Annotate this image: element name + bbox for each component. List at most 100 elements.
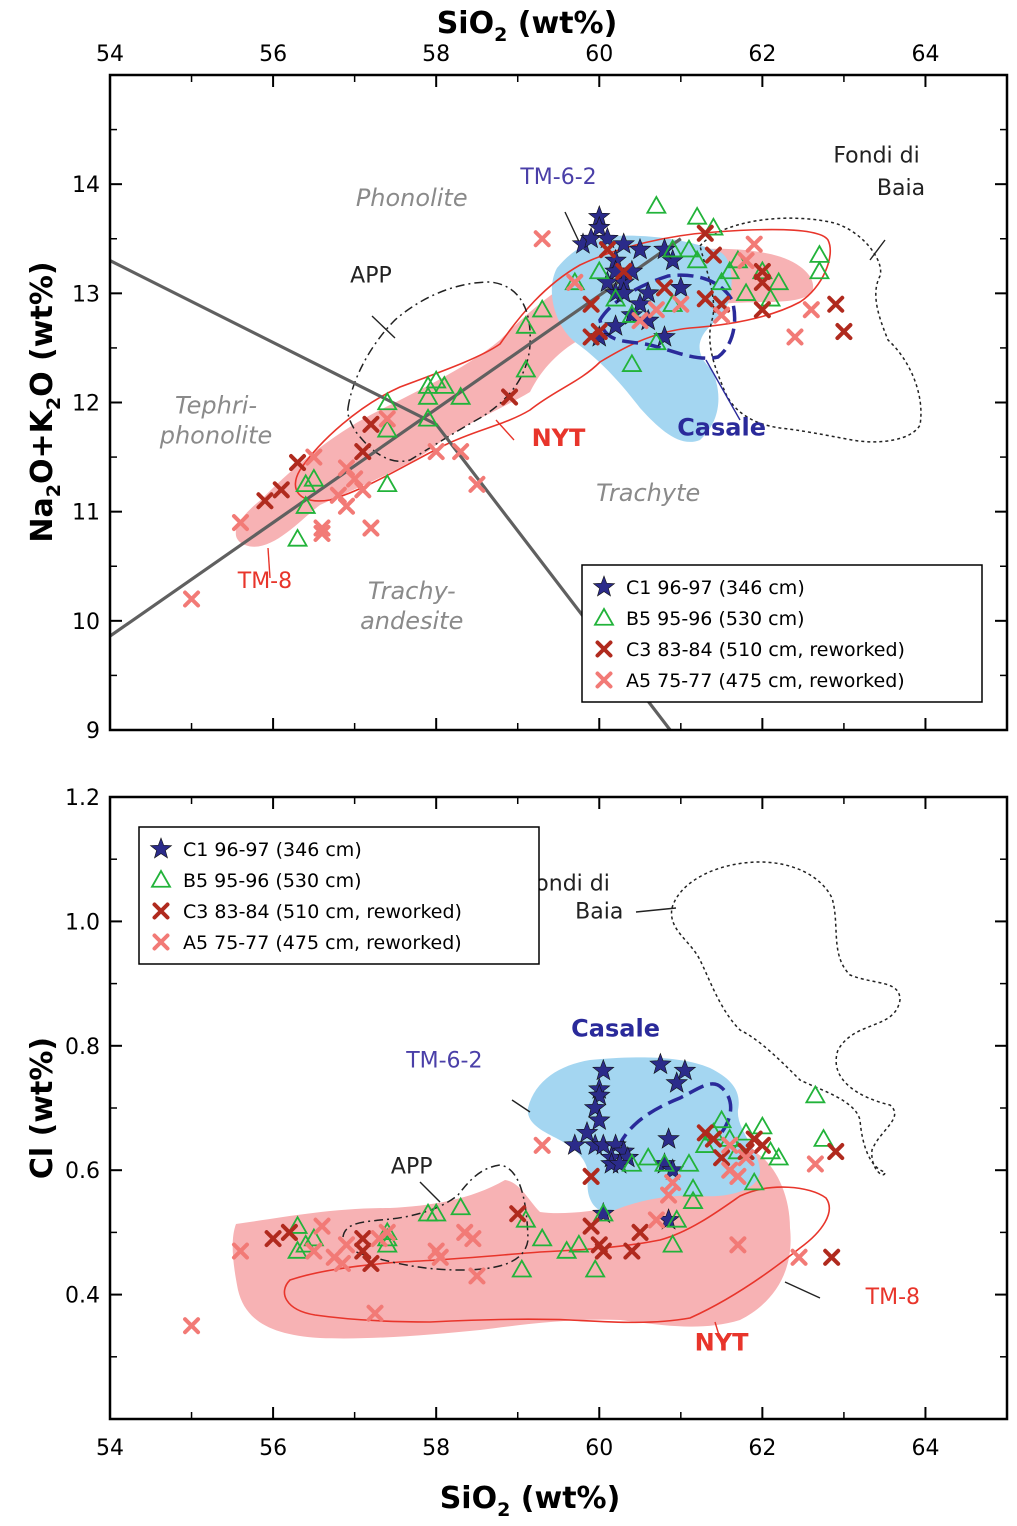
- cl-legend-marker-4: [152, 933, 170, 951]
- app-field-outline: [342, 1164, 529, 1271]
- cl-a5-75-77-point-10: [790, 1248, 808, 1266]
- cl-a5-75-77-point-22: [378, 1223, 396, 1241]
- tas-b5-95-96-point-15: [759, 287, 782, 307]
- tas-b5-95-96-point-32: [376, 418, 398, 438]
- cl-data-points: [183, 1052, 845, 1335]
- tas-c1-96-97-point-23: [636, 308, 660, 331]
- cl-c1-96-97-point-8: [575, 1121, 599, 1143]
- tas-b5-95-96-point-17: [605, 287, 627, 307]
- cl-a5-75-77-point-6: [660, 1186, 678, 1204]
- cl-c1-96-97-point-5: [587, 1083, 611, 1106]
- tas-b5-95-96-point-14: [735, 282, 757, 301]
- tm-6-2-field-fill: [527, 1057, 760, 1212]
- cl-a5-75-77-point-15: [468, 1267, 486, 1285]
- cl-a5-75-77-point-16: [313, 1217, 331, 1235]
- tas-a5-75-77-point-1: [566, 273, 584, 291]
- cl-c1-96-97-point-17: [563, 1133, 587, 1155]
- fondi-di-baia-outline: [670, 861, 901, 1176]
- cl-b5-95-96-point-20: [662, 1234, 684, 1253]
- tas-b5-95-96-point-18: [621, 304, 643, 323]
- tas-a5-75-77-point-14: [305, 448, 323, 466]
- cl-b5-95-96-point-0: [804, 1084, 826, 1104]
- tas-top-x-axis-title: SiO2 (wt%): [437, 6, 618, 46]
- tas-legend-marker-2: [593, 607, 615, 626]
- cl-c1-96-97-point-21: [592, 1201, 615, 1224]
- tas-c3-83-84-point-2: [582, 295, 600, 313]
- cl-b5-95-96-point-16: [653, 1153, 676, 1172]
- tas-y-tick-label: 12: [72, 392, 100, 417]
- rock-field-labels: Phonolite Tephri-phonolite Trachyte Trachy-…: [159, 184, 701, 635]
- cl-c3-83-84-point-18: [264, 1230, 282, 1248]
- tas-b5-95-96-point-34: [295, 473, 317, 493]
- tas-a5-75-77-point-6: [672, 295, 690, 313]
- tas-a5-75-77-point-11: [427, 443, 445, 461]
- tas-label-baia: Baia: [877, 176, 925, 201]
- tas-c1-96-97-point-2: [587, 215, 611, 238]
- tas-y-tick-label: 10: [72, 610, 100, 635]
- cl-b5-95-96-point-30: [295, 1234, 317, 1253]
- cl-c1-96-97-point-6: [583, 1096, 607, 1118]
- rock-field-phonolite: Phonolite: [356, 184, 468, 212]
- cl-b5-95-96-point-1: [812, 1128, 835, 1147]
- tas-b5-95-96-point-35: [295, 495, 317, 514]
- fondi-di-baia-outline: [699, 217, 922, 443]
- cl-c3-83-84-point-14: [509, 1205, 527, 1223]
- cl-a5-75-77-point-23: [231, 1242, 249, 1260]
- tas-y-tick-label: 14: [72, 173, 100, 198]
- cl-b5-95-96-point-17: [743, 1171, 765, 1191]
- tas-legend-marker-1: [592, 575, 616, 597]
- tas-b5-95-96-point-29: [450, 386, 472, 405]
- cl-legend-box: [138, 826, 540, 965]
- cl-b5-95-96-point-33: [531, 1227, 553, 1247]
- tas-c3-83-84-point-0: [598, 241, 616, 259]
- tas-c1-96-97-point-21: [587, 325, 611, 347]
- tas-a5-75-77-point-3: [737, 252, 755, 270]
- tas-label-tm-8: TM-8: [237, 569, 292, 594]
- cl-a5-75-77-point-17: [305, 1242, 323, 1260]
- cl-legend-label-3: C3 83-84 (510 cm, reworked): [183, 901, 462, 923]
- nyt-field-fill: [235, 248, 814, 547]
- cl-b5-95-96-point-21: [584, 1258, 606, 1278]
- tas-c3-83-84-point-17: [354, 443, 372, 461]
- tas-c3-83-84-point-19: [272, 481, 290, 499]
- tas-b5-95-96-point-11: [808, 244, 830, 263]
- cl-a5-75-77-point-14: [464, 1230, 482, 1248]
- tas-b5-95-96-point-25: [417, 375, 439, 394]
- tas-b5-95-96-point-21: [515, 315, 537, 334]
- cl-legend: C1 96-97 (346 cm) B5 95-96 (530 cm) C3 83-…: [138, 826, 540, 965]
- tas-label-casale: Casale: [677, 413, 766, 441]
- cl-b5-95-96-point-18: [592, 1202, 614, 1222]
- tas-a5-75-77-point-10: [378, 410, 396, 428]
- tas-a5-75-77-point-24: [183, 590, 201, 608]
- rock-field-trachyte: Trachyte: [596, 479, 700, 507]
- cl-b5-95-96-point-13: [682, 1190, 704, 1209]
- cl-callouts: [419, 907, 821, 1346]
- cl-c1-96-97-point-7: [587, 1108, 611, 1131]
- tas-a5-75-77-point-19: [354, 481, 372, 499]
- tas-a5-75-77-point-13: [468, 475, 486, 493]
- cl-legend-marker-3: [152, 902, 170, 920]
- rock-field-tephri-phonolite: Tephri-phonolite: [159, 391, 273, 449]
- tas-x-tick-label: 56: [259, 42, 287, 67]
- cl-c1-96-97-point-2: [673, 1058, 697, 1081]
- cl-c3-83-84-point-1: [823, 1248, 841, 1266]
- tas-b5-95-96-point-33: [303, 468, 325, 487]
- tas-c1-96-97-point-7: [628, 237, 652, 260]
- tas-b5-95-96-point-4: [662, 238, 684, 258]
- cl-x-tick-label: 54: [96, 1436, 124, 1461]
- cl-c3-83-84-point-19: [280, 1223, 298, 1241]
- tas-b5-95-96-point-5: [678, 238, 700, 258]
- cl-c1-96-97-point-4: [665, 1071, 689, 1093]
- tas-b5-95-96-point-22: [645, 331, 667, 351]
- tas-c3-83-84-point-11: [753, 273, 771, 291]
- tas-x-tick-label: 62: [748, 42, 776, 67]
- cl-b5-95-96-point-8: [768, 1146, 790, 1166]
- cl-c1-96-97-point-0: [592, 1058, 615, 1081]
- cl-b5-95-96-point-19: [666, 1209, 688, 1228]
- cl-c3-83-84-point-9: [582, 1217, 600, 1235]
- cl-c3-83-84-point-5: [753, 1136, 771, 1154]
- tas-a5-75-77-point-22: [362, 519, 380, 537]
- cl-a5-75-77-point-19: [337, 1236, 355, 1254]
- tas-x-tick-label: 64: [911, 42, 939, 67]
